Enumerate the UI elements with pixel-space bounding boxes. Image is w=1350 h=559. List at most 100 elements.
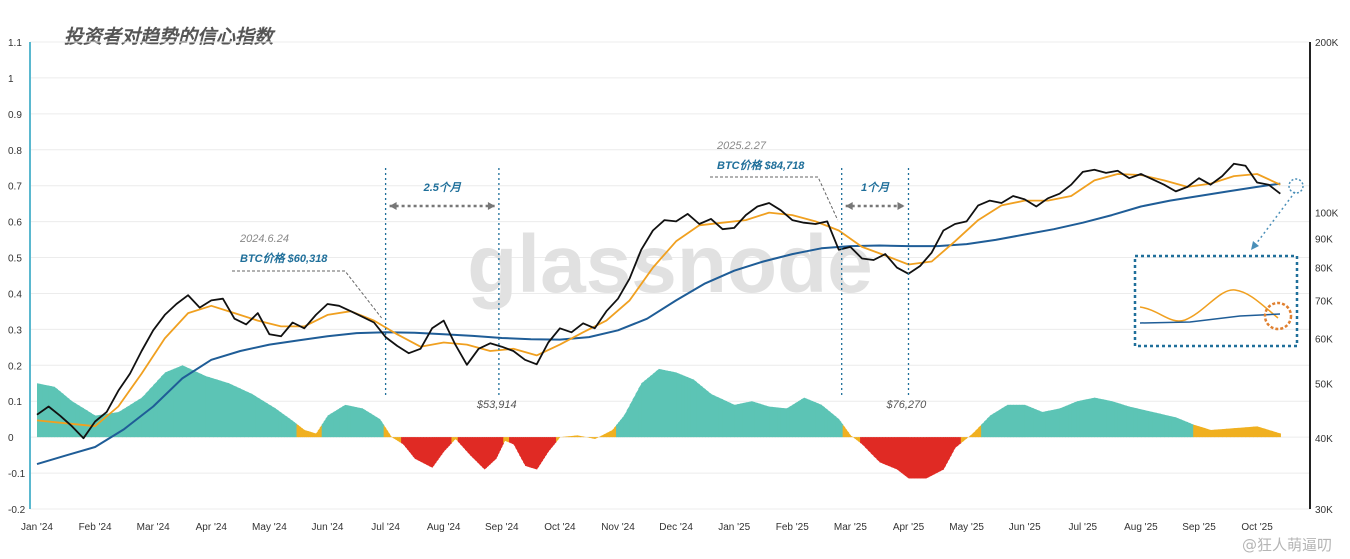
confidence-index-band: [722, 399, 728, 438]
confidence-index-band: [114, 412, 119, 438]
confidence-index-band: [690, 378, 695, 438]
confidence-index-band: [623, 410, 628, 438]
confidence-index-band: [1272, 431, 1278, 438]
confidence-index-band: [888, 437, 892, 468]
confidence-index-band: [365, 410, 369, 438]
confidence-index-band: [1193, 424, 1197, 438]
confidence-index-band: [325, 415, 329, 438]
confidence-index-band: [783, 408, 788, 438]
confidence-index-band: [484, 437, 487, 470]
confidence-index-band: [557, 437, 561, 440]
confidence-index-band: [404, 437, 408, 450]
confidence-index-band: [710, 394, 716, 438]
confidence-index-band: [536, 437, 540, 470]
confidence-index-band: [858, 437, 861, 443]
confidence-index-band: [449, 437, 453, 446]
right-tick-label: 30K: [1315, 505, 1333, 516]
confidence-index-band: [477, 437, 481, 465]
confidence-index-band: [1129, 406, 1134, 438]
confidence-index-band: [66, 396, 70, 438]
confidence-index-band: [224, 382, 230, 438]
confidence-index-band: [540, 437, 544, 464]
confidence-index-band: [1088, 398, 1093, 438]
confidence-index-band: [809, 400, 814, 438]
confidence-index-band: [1144, 410, 1150, 438]
confidence-index-band: [609, 429, 613, 438]
confidence-index-band: [562, 436, 567, 438]
confidence-index-band: [673, 371, 677, 438]
confidence-index-band: [240, 388, 245, 438]
confidence-index-band: [714, 395, 720, 438]
right-tick-label: 40K: [1315, 434, 1333, 445]
confidence-index-band: [940, 437, 944, 471]
left-tick-label: -0.2: [8, 505, 26, 516]
confidence-index-band: [649, 373, 654, 438]
confidence-index-band: [687, 377, 692, 438]
confidence-index-band: [465, 437, 469, 453]
annotation-price: BTC价格 $60,318: [240, 252, 328, 265]
confidence-index-band: [896, 437, 900, 471]
confidence-index-band: [521, 437, 524, 463]
confidence-index-band: [71, 401, 77, 438]
confidence-index-band: [494, 437, 497, 461]
confidence-index-band: [321, 421, 325, 438]
x-tick-label: Jan '25: [718, 522, 750, 533]
confidence-index-band: [255, 396, 261, 438]
confidence-index-band: [179, 365, 183, 438]
btc-short-ma-line: [36, 173, 1281, 428]
arrow-head: [897, 202, 905, 210]
confidence-index-band: [626, 404, 631, 438]
confidence-index-band: [757, 403, 761, 438]
confidence-index-band: [893, 437, 898, 470]
confidence-index-band: [469, 437, 473, 458]
confidence-index-band: [1156, 412, 1161, 438]
confidence-index-band: [954, 437, 959, 448]
confidence-index-band: [801, 397, 805, 438]
confidence-index-band: [949, 437, 952, 459]
annotation-date: 2024.6.24: [239, 233, 289, 245]
confidence-index-band: [667, 370, 671, 438]
confidence-index-band: [455, 437, 459, 442]
confidence-index-band: [848, 432, 851, 438]
left-tick-label: 1: [8, 74, 14, 85]
confidence-index-band: [57, 389, 61, 438]
confidence-index-band: [1004, 404, 1008, 438]
confidence-index-band: [1184, 420, 1188, 438]
confidence-index-band: [310, 431, 313, 438]
confidence-index-band: [1199, 426, 1203, 438]
confidence-index-band: [457, 437, 461, 445]
confidence-index-band: [1257, 426, 1262, 438]
confidence-index-band: [1082, 399, 1087, 438]
confidence-index-band: [821, 404, 825, 438]
confidence-index-band: [160, 372, 166, 438]
confidence-index-band: [1133, 407, 1138, 438]
confidence-index-band: [68, 398, 73, 438]
confidence-index-band: [408, 437, 412, 454]
confidence-index-band: [769, 406, 773, 438]
confidence-index-band: [984, 418, 988, 438]
confidence-index-band: [824, 407, 828, 438]
confidence-index-band: [275, 408, 279, 438]
confidence-index-band: [597, 435, 602, 438]
confidence-index-band: [777, 407, 782, 438]
confidence-index-band: [327, 413, 332, 438]
confidence-index-band: [228, 383, 234, 438]
confidence-index-band: [1152, 412, 1157, 438]
confidence-index-band: [911, 437, 915, 479]
confidence-index-band: [1249, 426, 1254, 438]
confidence-index-band: [860, 437, 863, 445]
confidence-index-band: [248, 392, 253, 438]
confidence-index-band: [928, 437, 933, 477]
confidence-index-band: [359, 407, 363, 438]
x-tick-label: Jan '24: [21, 522, 53, 533]
confidence-index-band: [763, 404, 767, 438]
confidence-index-band: [391, 437, 394, 439]
confidence-index-band: [734, 404, 738, 438]
confidence-index-band: [812, 401, 817, 438]
confidence-index-band: [1241, 427, 1247, 438]
confidence-index-band: [670, 371, 674, 438]
confidence-index-band: [1091, 397, 1096, 438]
confidence-index-band: [652, 371, 657, 438]
confidence-index-band: [342, 404, 346, 438]
